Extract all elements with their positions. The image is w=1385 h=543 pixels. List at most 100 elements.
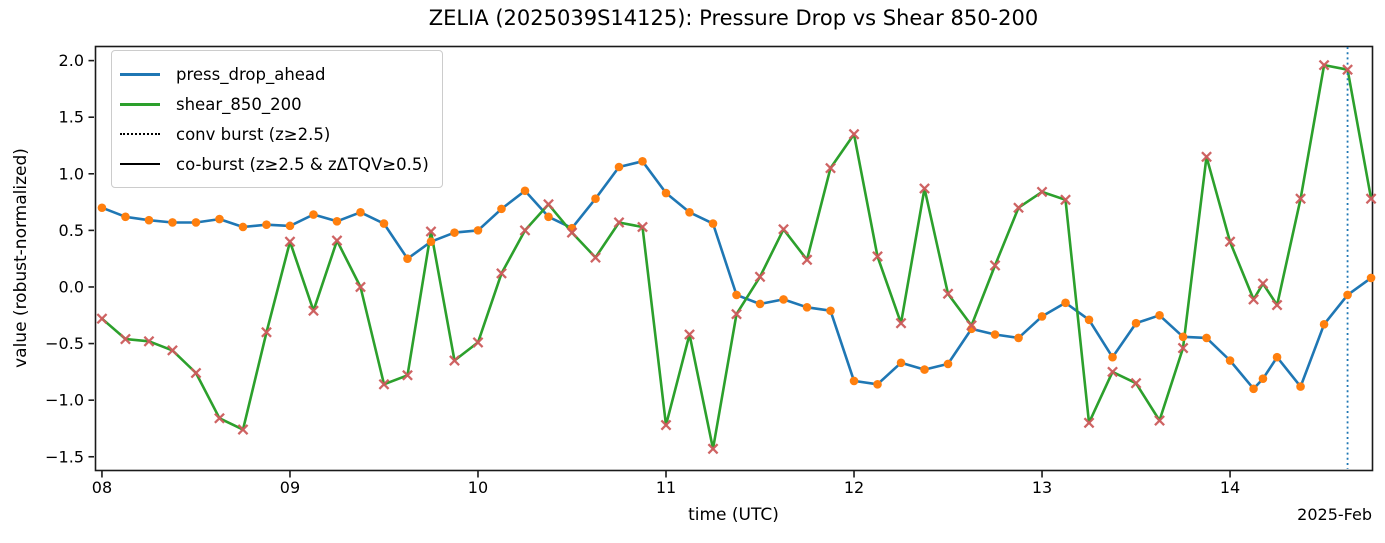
data-point-marker-press_drop_ahead: [990, 330, 1000, 339]
x-axis-offset-label: 2025-Feb: [1297, 505, 1372, 524]
data-point-marker-shear_850_200: [660, 419, 672, 431]
data-point-marker-shear_850_200: [684, 329, 695, 340]
data-point-marker-shear_850_200: [801, 254, 813, 266]
data-point-marker-shear_850_200: [1318, 59, 1330, 71]
data-point-marker-press_drop_ahead: [1108, 352, 1117, 362]
data-point-marker-press_drop_ahead: [1296, 382, 1305, 391]
data-point-marker-shear_850_200: [778, 223, 789, 235]
data-point-marker-shear_850_200: [284, 236, 296, 248]
data-point-marker-shear_850_200: [167, 344, 178, 356]
data-point-marker-shear_850_200: [707, 443, 719, 455]
data-point-marker-press_drop_ahead: [1155, 310, 1164, 320]
data-point-marker-press_drop_ahead: [591, 194, 600, 203]
data-point-marker-shear_850_200: [1248, 294, 1259, 305]
data-point-marker-press_drop_ahead: [1319, 320, 1329, 329]
data-point-marker-shear_850_200: [1342, 64, 1353, 76]
data-point-marker-shear_850_200: [895, 317, 907, 329]
data-point-marker-shear_850_200: [1060, 194, 1071, 206]
data-point-marker-press_drop_ahead: [1249, 384, 1258, 394]
data-point-marker-press_drop_ahead: [356, 207, 365, 217]
y-tick-label: 2.0: [59, 51, 84, 70]
chart-title: ZELIA (2025039S14125): Pressure Drop vs …: [428, 6, 1039, 30]
data-point-marker-press_drop_ahead: [215, 214, 224, 224]
data-point-marker-press_drop_ahead: [520, 186, 530, 196]
legend-item-2: conv burst (z≥2.5): [120, 119, 429, 149]
legend-item-label: conv burst (z≥2.5): [176, 124, 331, 144]
data-point-marker-shear_850_200: [848, 128, 860, 140]
data-point-marker-shear_850_200: [261, 326, 272, 338]
y-tick-label: −1.5: [45, 447, 84, 466]
y-tick-label: 1.0: [59, 164, 84, 183]
y-tick-label: −0.5: [45, 334, 84, 353]
data-point-marker-press_drop_ahead: [943, 359, 953, 369]
legend-line-sample: [120, 133, 160, 135]
y-axis-label: value (robust-normalized): [11, 148, 31, 368]
data-point-marker-press_drop_ahead: [638, 157, 647, 166]
data-point-marker-press_drop_ahead: [1061, 298, 1070, 308]
x-tick-label: 11: [656, 478, 676, 497]
data-point-marker-shear_850_200: [402, 369, 413, 381]
data-point-marker-press_drop_ahead: [896, 358, 906, 368]
data-point-marker-shear_850_200: [1365, 193, 1377, 205]
data-point-marker-press_drop_ahead: [285, 221, 295, 231]
data-point-marker-press_drop_ahead: [332, 217, 342, 226]
x-tick-label: 14: [1220, 478, 1240, 497]
data-point-marker-press_drop_ahead: [544, 212, 553, 222]
data-point-marker-press_drop_ahead: [685, 207, 694, 217]
data-point-marker-press_drop_ahead: [191, 218, 201, 227]
y-tick-label: 0.5: [59, 221, 84, 240]
data-point-marker-shear_850_200: [331, 235, 343, 246]
data-point-marker-press_drop_ahead: [1014, 333, 1023, 343]
y-tick-label: −1.0: [45, 391, 84, 410]
data-point-marker-press_drop_ahead: [121, 212, 130, 222]
data-point-marker-press_drop_ahead: [802, 303, 812, 312]
x-tick-label: 09: [280, 478, 300, 497]
series-line-shear_850_200: [100, 63, 1373, 451]
legend-line-sample: [120, 72, 160, 76]
data-point-marker-press_drop_ahead: [779, 295, 788, 304]
data-point-marker-press_drop_ahead: [1084, 315, 1094, 325]
data-point-marker-shear_850_200: [637, 221, 648, 233]
data-point-marker-shear_850_200: [237, 424, 249, 436]
data-point-marker-shear_850_200: [590, 252, 601, 263]
data-point-marker-press_drop_ahead: [614, 162, 624, 172]
data-point-marker-press_drop_ahead: [1178, 332, 1188, 342]
x-tick-label: 08: [92, 478, 112, 497]
axes-frame: [94, 45, 1374, 472]
data-point-marker-shear_850_200: [1177, 342, 1189, 354]
data-point-marker-shear_850_200: [566, 227, 578, 239]
data-point-marker-press_drop_ahead: [1202, 333, 1211, 343]
legend-item-label: press_drop_ahead: [176, 64, 326, 84]
data-point-marker-press_drop_ahead: [450, 228, 459, 237]
data-point-marker-shear_850_200: [1083, 417, 1095, 429]
data-point-marker-shear_850_200: [919, 183, 930, 194]
data-point-marker-shear_850_200: [1036, 186, 1048, 198]
data-point-marker-press_drop_ahead: [262, 220, 271, 230]
legend-line-sample: [120, 163, 160, 165]
data-point-marker-press_drop_ahead: [168, 218, 177, 227]
data-point-marker-press_drop_ahead: [97, 203, 107, 213]
data-point-marker-shear_850_200: [496, 267, 507, 279]
data-point-marker-shear_850_200: [120, 333, 131, 345]
data-point-marker-press_drop_ahead: [1272, 352, 1282, 362]
data-point-marker-shear_850_200: [308, 305, 319, 317]
data-point-marker-shear_850_200: [1130, 377, 1142, 389]
data-point-marker-shear_850_200: [378, 378, 390, 390]
legend-item-label: shear_850_200: [176, 94, 302, 114]
data-point-marker-shear_850_200: [989, 260, 1001, 271]
data-point-marker-shear_850_200: [472, 337, 484, 348]
data-point-marker-shear_850_200: [1224, 236, 1236, 248]
data-point-marker-press_drop_ahead: [238, 222, 248, 232]
data-point-marker-press_drop_ahead: [661, 188, 671, 198]
data-point-marker-shear_850_200: [355, 281, 366, 293]
data-point-marker-press_drop_ahead: [1258, 374, 1268, 383]
data-point-marker-press_drop_ahead: [1131, 318, 1141, 328]
data-point-marker-press_drop_ahead: [755, 299, 765, 309]
data-point-marker-shear_850_200: [190, 367, 202, 379]
x-axis-label: time (UTC): [688, 505, 779, 525]
data-point-marker-shear_850_200: [754, 271, 766, 283]
y-tick-label: 0.0: [59, 277, 84, 296]
data-point-marker-press_drop_ahead: [732, 290, 741, 300]
data-point-marker-press_drop_ahead: [473, 226, 483, 235]
